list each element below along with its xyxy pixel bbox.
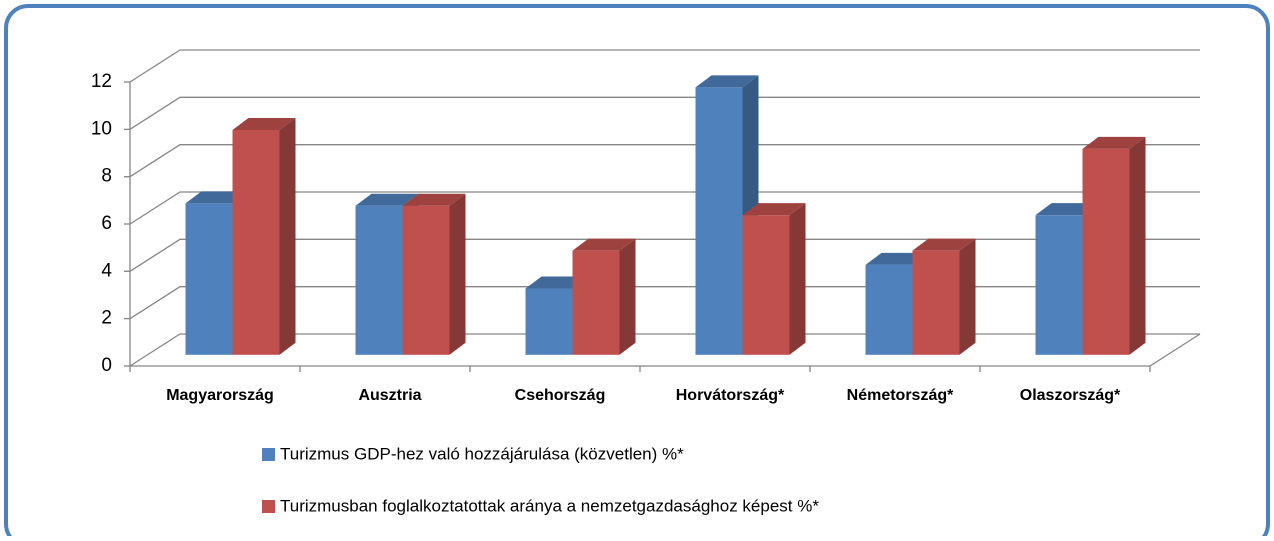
- bar-front: [525, 288, 573, 355]
- grid-line: [129, 238, 1200, 272]
- bar-top: [912, 238, 976, 251]
- legend-swatch: [262, 448, 275, 461]
- x-tick-label: Magyarország: [166, 387, 274, 404]
- bar-side: [789, 203, 806, 355]
- bar-side: [449, 193, 466, 355]
- grid-line: [129, 286, 1200, 320]
- y-tick-label: 8: [101, 166, 112, 187]
- bar-front: [355, 205, 403, 355]
- bar-side: [1129, 136, 1146, 355]
- bar: [1082, 136, 1146, 355]
- bar-top: [232, 117, 296, 130]
- bar-top: [695, 75, 759, 88]
- grid-line: [129, 191, 1200, 225]
- y-tick-label: 4: [101, 260, 112, 281]
- bar-front: [695, 87, 743, 355]
- bar: [912, 238, 976, 355]
- legend-label: Turizmus GDP-hez való hozzájárulása (köz…: [280, 444, 684, 463]
- bar-front: [1035, 215, 1083, 355]
- x-tick-label: Ausztria: [358, 387, 421, 404]
- bar-front: [185, 203, 233, 355]
- grid-line: [129, 49, 1200, 83]
- grid-line: [129, 96, 1200, 130]
- bar: [742, 203, 806, 355]
- x-tick-label: Horvátország*: [676, 387, 785, 404]
- bar-top: [402, 193, 466, 206]
- x-tick-label: Olaszország*: [1020, 387, 1121, 404]
- grid-line: [129, 333, 1200, 367]
- bar-front: [572, 250, 620, 355]
- y-tick-label: 12: [91, 71, 112, 92]
- grid-line: [129, 144, 1200, 178]
- y-tick-label: 2: [101, 308, 112, 329]
- bar-side: [619, 238, 636, 355]
- x-tick-label: Csehország: [515, 387, 606, 404]
- bar-top: [742, 203, 806, 216]
- bar-side: [959, 238, 976, 355]
- y-tick-label: 6: [101, 213, 112, 234]
- bar: [572, 238, 636, 355]
- bar: [232, 117, 296, 355]
- bar-front: [232, 129, 280, 355]
- bar-front: [912, 250, 960, 355]
- legend-label: Turizmusban foglalkoztatottak aránya a n…: [280, 496, 819, 515]
- bar: [402, 193, 466, 355]
- chart-frame: [4, 4, 1270, 541]
- bar-front: [1082, 148, 1130, 355]
- bar-front: [742, 215, 790, 355]
- y-tick-label: 10: [91, 118, 112, 139]
- bar-front: [402, 205, 450, 355]
- bar-front: [865, 264, 913, 355]
- bar-top: [1082, 136, 1146, 149]
- bar-top: [572, 238, 636, 251]
- y-tick-label: 0: [101, 355, 112, 376]
- bar-side: [279, 117, 296, 355]
- bar-top: [355, 193, 419, 206]
- x-tick-label: Németország*: [847, 387, 954, 404]
- legend-swatch: [262, 500, 275, 513]
